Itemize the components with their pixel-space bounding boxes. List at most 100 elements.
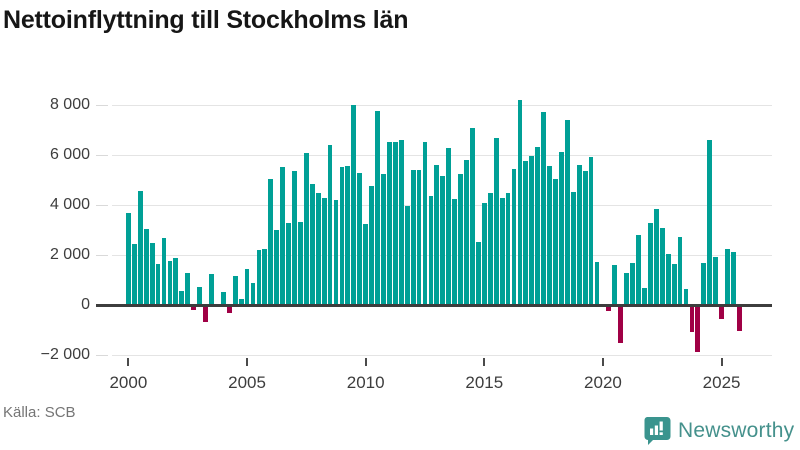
bar-2024-Q1: [695, 306, 701, 352]
logo-text: Newsworthy: [678, 419, 795, 442]
bar-2020-Q2: [606, 306, 612, 311]
bar-2009-Q2: [345, 166, 351, 305]
bar-2001-Q1: [149, 242, 155, 305]
bar-2024-Q2: [701, 262, 707, 305]
zero-line: [96, 304, 772, 307]
bar-2014-Q3: [470, 127, 475, 305]
gridline: [112, 355, 772, 356]
bar-2000-Q1: [126, 212, 131, 305]
chart-title: Nettoinflyttning till Stockholms län: [3, 6, 409, 34]
bar-2023-Q4: [689, 306, 695, 332]
bar-2008-Q3: [327, 145, 333, 305]
x-tick-mark: [601, 358, 604, 366]
bar-2005-Q2: [250, 282, 256, 305]
bar-2025-Q1: [719, 306, 724, 320]
bar-2009-Q3: [351, 105, 357, 305]
bar-2010-Q4: [381, 174, 386, 305]
bar-2013-Q2: [440, 175, 446, 305]
bar-2001-Q3: [161, 237, 167, 305]
bar-2022-Q4: [665, 254, 671, 305]
bar-2011-Q4: [404, 206, 410, 305]
bar-2022-Q3: [659, 228, 665, 305]
bar-2017-Q3: [541, 111, 547, 305]
bar-2006-Q2: [274, 230, 280, 305]
bar-2021-Q4: [642, 288, 647, 305]
gridline: [112, 105, 772, 106]
bar-2018-Q2: [559, 151, 564, 305]
bar-2021-Q2: [630, 263, 636, 305]
x-tick-mark: [364, 358, 367, 366]
bar-2001-Q4: [167, 261, 173, 305]
bar-2014-Q2: [464, 160, 469, 305]
bar-2023-Q3: [683, 289, 689, 305]
bar-2014-Q4: [475, 241, 481, 305]
y-tick-mark: [96, 355, 108, 356]
bar-2010-Q1: [363, 224, 369, 305]
bar-2023-Q1: [671, 264, 677, 305]
bar-2007-Q4: [309, 184, 315, 305]
bar-2002-Q1: [173, 258, 179, 305]
bar-2020-Q4: [618, 306, 624, 343]
bar-2012-Q3: [422, 142, 428, 305]
bar-2010-Q3: [375, 110, 380, 305]
bar-2017-Q2: [535, 146, 541, 305]
bar-2004-Q3: [232, 276, 238, 305]
y-tick-label: −2 000: [40, 346, 90, 363]
bar-2022-Q1: [648, 222, 653, 305]
bar-2012-Q4: [428, 195, 434, 305]
bar-2004-Q1: [220, 292, 226, 305]
bar-2013-Q1: [434, 165, 440, 305]
bar-2005-Q4: [262, 249, 268, 305]
bar-2024-Q3: [707, 140, 713, 305]
bar-2011-Q3: [398, 140, 404, 305]
y-tick-mark: [96, 155, 108, 156]
bar-2000-Q2: [131, 243, 137, 305]
bar-2016-Q4: [523, 161, 529, 305]
bar-2017-Q1: [529, 155, 535, 305]
bar-2008-Q4: [333, 200, 339, 305]
bar-2015-Q1: [481, 203, 487, 305]
y-tick-mark: [96, 205, 108, 206]
y-tick-label: 0: [81, 296, 90, 313]
bar-2003-Q2: [203, 306, 208, 322]
y-tick-mark: [96, 255, 108, 256]
y-tick-label: 2 000: [49, 246, 90, 263]
bar-2003-Q3: [209, 274, 214, 305]
plot-area: [96, 90, 772, 365]
bar-2011-Q2: [392, 141, 398, 305]
x-tick-label: 2010: [346, 373, 385, 392]
bar-2006-Q3: [280, 167, 286, 305]
bar-2025-Q4: [736, 306, 742, 331]
y-tick-label: 8 000: [49, 96, 90, 113]
bar-2010-Q2: [369, 185, 374, 305]
gridline: [112, 155, 772, 156]
bar-2002-Q2: [179, 291, 185, 305]
bar-2016-Q3: [517, 100, 523, 305]
bar-2007-Q1: [292, 171, 297, 305]
bar-2019-Q4: [594, 261, 600, 305]
newsworthy-logo[interactable]: Newsworthy: [643, 415, 797, 447]
bar-2001-Q2: [155, 263, 161, 305]
bar-2019-Q2: [582, 170, 588, 305]
x-tick-label: 2000: [109, 373, 148, 392]
bar-2009-Q4: [357, 173, 363, 305]
bar-2015-Q4: [499, 198, 505, 305]
bar-2008-Q1: [315, 193, 321, 305]
bar-2022-Q2: [653, 209, 659, 305]
y-tick-label: 4 000: [49, 196, 90, 213]
x-tick-mark: [246, 358, 249, 366]
bar-2015-Q2: [487, 192, 493, 305]
x-tick-label: 2020: [584, 373, 622, 392]
bar-2006-Q4: [286, 223, 291, 305]
bar-2005-Q3: [256, 250, 262, 305]
bar-2018-Q1: [553, 179, 558, 305]
y-tick-mark: [96, 105, 108, 106]
bar-2002-Q4: [191, 306, 197, 310]
bar-2017-Q4: [547, 165, 552, 305]
bar-2008-Q2: [321, 198, 327, 305]
bar-2003-Q1: [197, 287, 202, 305]
bar-2000-Q4: [143, 228, 149, 305]
bar-2015-Q3: [493, 137, 499, 305]
bar-2002-Q3: [185, 273, 191, 305]
bar-2025-Q3: [731, 251, 736, 305]
